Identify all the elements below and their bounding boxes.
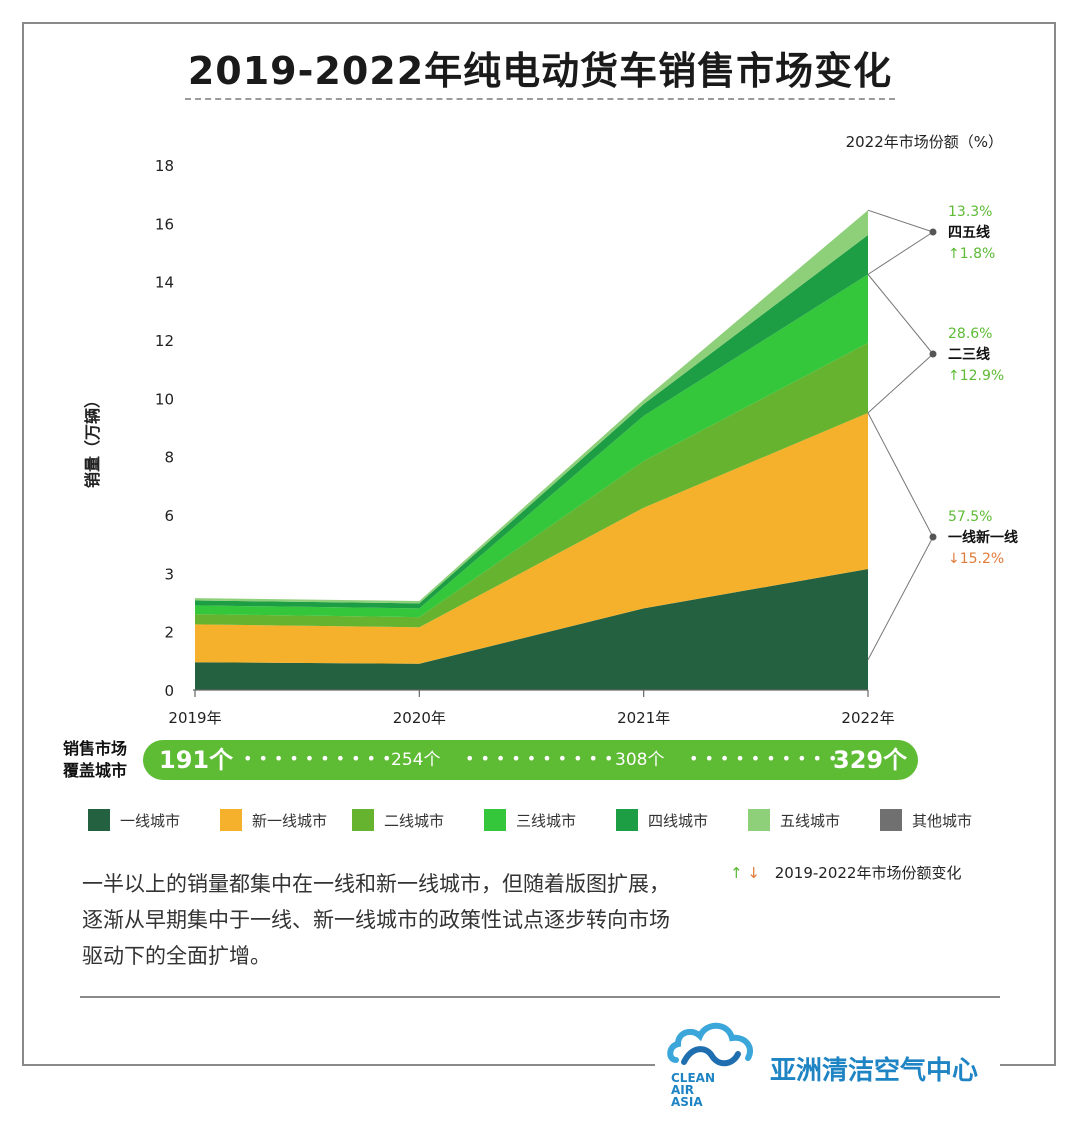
x-axis-ticks: 2019年 2020年 2021年 2022年 [168, 690, 895, 727]
x-tick-label: 2022年 [841, 709, 894, 727]
y-tick-label: 18 [155, 157, 174, 175]
y-tick-label: 10 [155, 390, 174, 408]
x-tick-label: 2020年 [393, 709, 446, 727]
change-note-text: 2019-2022年市场份额变化 [774, 864, 962, 882]
leader-line-lower [867, 353, 934, 414]
share-change: ↑1.8% [948, 246, 995, 262]
logo-en-line2: ASIA [671, 1095, 703, 1109]
share-group-name: 四五线 [948, 224, 990, 241]
logo-chinese: 亚洲清洁空气中心 [770, 1056, 979, 1086]
coverage-2022: 329个 [833, 746, 908, 774]
coverage-dots-1: •••••••••• [243, 749, 398, 768]
legend-item: 五线城市 [748, 808, 840, 834]
title-divider [185, 98, 895, 100]
share-annotations: 13.3% 四五线 ↑1.8% 28.6% 二三线 ↑12.9% 57.5% 一线新一线 ↓15… [867, 204, 1018, 660]
legend-item: 四线城市 [616, 808, 708, 834]
outer-frame [22, 22, 1056, 1066]
legend-label: 一线城市 [120, 812, 181, 830]
share-group-name: 一线新一线 [948, 529, 1018, 546]
legend-swatch [220, 809, 242, 831]
leader-dot [929, 533, 937, 541]
logo-english: CLEAN AIR ASIA [671, 1072, 731, 1108]
x-tick-label: 2019年 [168, 709, 221, 727]
legend-swatch [616, 809, 638, 831]
down-arrow-icon: ↓ [747, 864, 760, 882]
legend-item: 新一线城市 [220, 808, 327, 834]
x-tick-label: 2021年 [617, 709, 670, 727]
leader-line-lower [867, 231, 934, 275]
legend-label: 四线城市 [648, 812, 709, 830]
legend-label: 五线城市 [780, 812, 841, 830]
summary-text: 一半以上的销量都集中在一线和新一线城市，但随着版图扩展，逐渐从早期集中于一线、新… [82, 872, 670, 968]
coverage-2019: 191个 [159, 746, 234, 774]
cloud-logo-icon [667, 1022, 753, 1067]
y-tick-label: 0 [164, 682, 174, 700]
legend-swatch [748, 809, 770, 831]
logo-en-line1: CLEAN AIR [671, 1071, 715, 1097]
legend-label: 其他城市 [912, 812, 973, 830]
share-group-name: 二三线 [948, 346, 990, 363]
share-value: 28.6% [948, 326, 992, 342]
bottom-divider [80, 996, 1000, 998]
coverage-label-line2: 覆盖城市 [62, 761, 127, 780]
legend-item: 其他城市 [880, 808, 972, 834]
coverage-bar: 191个 •••••••••• 254个 •••••••••• 308个 •••… [143, 740, 918, 780]
y-tick-label: 8 [164, 449, 174, 467]
leader-line-lower [867, 536, 934, 660]
legend-swatch [880, 809, 902, 831]
leader-dot [929, 350, 937, 358]
legend-swatch [352, 809, 374, 831]
share-change: ↑12.9% [948, 368, 1004, 384]
frame-gap [655, 1056, 1000, 1078]
y-tick-label: 14 [155, 274, 174, 292]
coverage-label: 销售市场 覆盖城市 [50, 738, 140, 782]
leader-line-upper [867, 209, 934, 233]
legend-swatch [484, 809, 506, 831]
y-tick-label: 2 [164, 624, 174, 642]
legend-label: 二线城市 [384, 812, 445, 830]
up-arrow-icon: ↑ [730, 864, 743, 882]
coverage-2021: 308个 [615, 750, 665, 770]
share-value: 57.5% [948, 509, 992, 525]
y-tick-label: 3 [164, 565, 174, 583]
share-change: ↓15.2% [948, 551, 1004, 567]
y-tick-label: 6 [164, 507, 174, 525]
leader-line-upper [867, 274, 934, 355]
legend: 一线城市 新一线城市 二线城市 三线城市 四线城市 五线城市 其他城市 [88, 808, 1008, 834]
coverage-dots-3: •••••••••• [689, 749, 844, 768]
y-axis-label: 销量（万辆） [83, 392, 102, 488]
legend-label: 新一线城市 [252, 812, 328, 830]
y-axis-ticks: 0 2 3 6 8 10 12 14 16 18 [155, 157, 174, 700]
stacked-areas [195, 210, 868, 690]
y-tick-label: 12 [155, 332, 174, 350]
area-1 [195, 568, 868, 690]
legend-item: 三线城市 [484, 808, 576, 834]
page-title: 2019-2022年纯电动货车销售市场变化 [187, 49, 893, 93]
legend-item: 一线城市 [88, 808, 180, 834]
coverage-dots-2: •••••••••• [465, 749, 620, 768]
coverage-2020: 254个 [391, 750, 441, 770]
leader-dot [929, 228, 937, 236]
legend-item: 二线城市 [352, 808, 444, 834]
y-tick-label: 16 [155, 215, 174, 233]
legend-label: 三线城市 [516, 812, 577, 830]
share-value: 13.3% [948, 204, 992, 220]
leader-line-upper [867, 412, 934, 538]
legend-swatch [88, 809, 110, 831]
share-header: 2022年市场份额（%） [846, 133, 1003, 151]
change-note: ↑ ↓ 2019-2022年市场份额变化 [730, 862, 961, 883]
area-chart: 0 2 3 6 8 10 12 14 16 18 2019年 2020年 2021年 2022年 销量（… [83, 133, 1018, 727]
coverage-label-line1: 销售市场 [62, 739, 127, 758]
area-2 [195, 412, 868, 664]
